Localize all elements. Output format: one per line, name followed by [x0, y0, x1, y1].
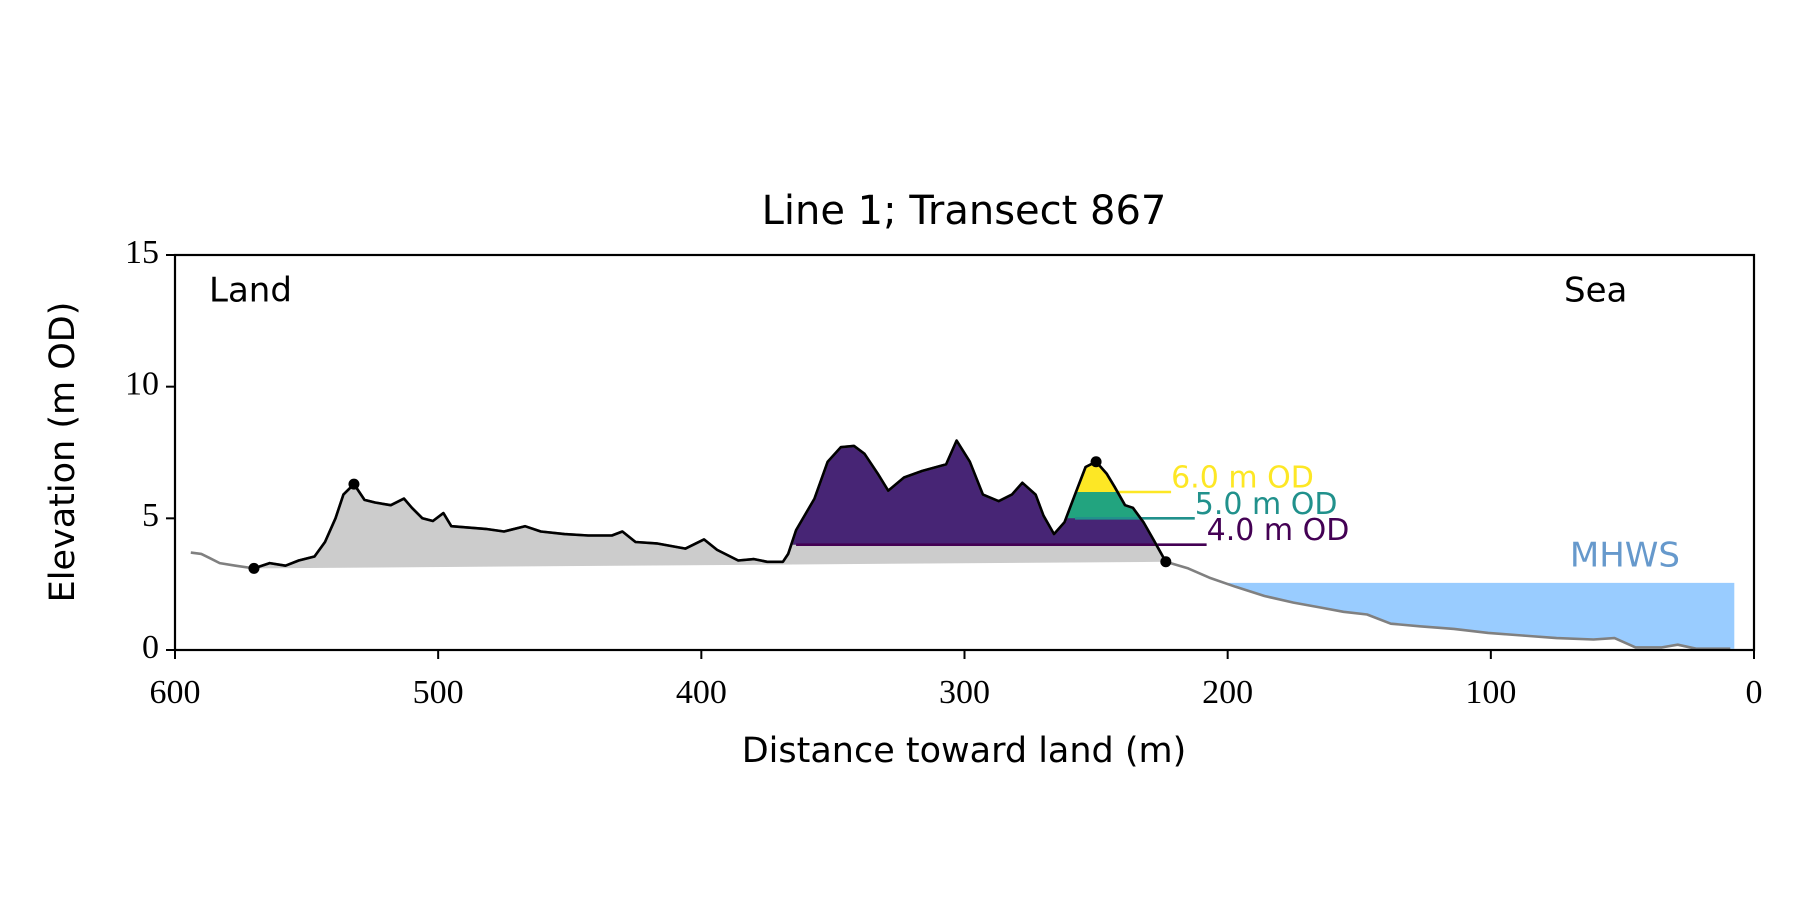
- x-tick-label: 400: [676, 674, 727, 711]
- dune-line: [253, 439, 1167, 570]
- x-tick-label: 0: [1746, 674, 1763, 711]
- x-tick-label: 300: [939, 674, 990, 711]
- level-label: 4.0 m OD: [1207, 513, 1350, 548]
- x-tick-label: 200: [1202, 674, 1253, 711]
- land-label: Land: [209, 271, 292, 311]
- level-fill: [791, 440, 1157, 545]
- level-fill: [1076, 461, 1118, 492]
- level-label: 6.0 m OD: [1171, 461, 1314, 496]
- y-axis-label: Elevation (m OD): [43, 302, 83, 603]
- mhws-fill: [1227, 582, 1735, 649]
- x-tick-label: 600: [150, 674, 201, 711]
- mhws-label: MHWS: [1570, 535, 1680, 575]
- sea-label: Sea: [1564, 271, 1627, 311]
- y-tick-label: 0: [142, 629, 159, 666]
- y-tick-label: 15: [125, 234, 159, 271]
- marker: [1090, 456, 1102, 468]
- y-tick-label: 5: [142, 497, 159, 534]
- x-tick-label: 500: [413, 674, 464, 711]
- level-label: 5.0 m OD: [1195, 487, 1338, 522]
- marker: [1160, 556, 1172, 568]
- chart-title: Line 1; Transect 867: [762, 188, 1167, 234]
- marker: [348, 478, 360, 490]
- marker: [248, 562, 260, 574]
- x-axis-label: Distance toward land (m): [742, 731, 1187, 771]
- x-tick-label: 100: [1465, 674, 1516, 711]
- y-tick-label: 10: [125, 365, 159, 402]
